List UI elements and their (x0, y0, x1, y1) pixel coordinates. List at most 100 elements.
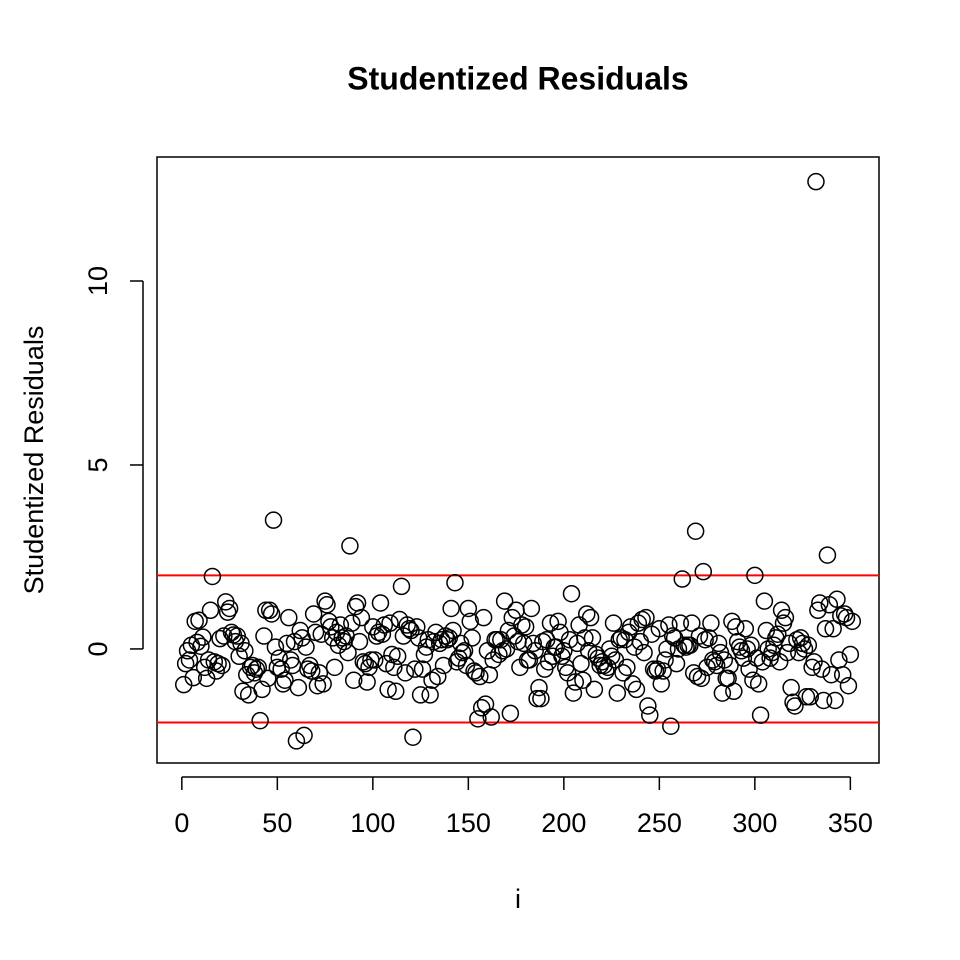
point (656, 651, 674, 669)
point (532, 689, 550, 708)
point (650, 619, 669, 638)
point (833, 665, 852, 684)
point (726, 618, 745, 636)
point (644, 660, 663, 678)
point (583, 629, 602, 647)
point (346, 597, 365, 616)
point (513, 616, 531, 634)
point (444, 621, 462, 640)
point (408, 618, 426, 636)
point (696, 630, 714, 649)
point (396, 664, 415, 682)
point (675, 636, 693, 655)
point (578, 605, 596, 623)
point (555, 642, 573, 660)
point (459, 599, 478, 618)
point (618, 658, 636, 677)
point (406, 660, 424, 678)
point (304, 605, 323, 623)
point (385, 658, 403, 677)
point (174, 675, 193, 694)
point (413, 660, 432, 678)
point (352, 608, 371, 627)
point (748, 649, 766, 667)
point (302, 662, 321, 680)
point (677, 638, 695, 656)
plot-frame (156, 156, 880, 764)
point (549, 612, 567, 631)
point (826, 691, 844, 710)
point (776, 608, 795, 627)
point (749, 675, 768, 693)
point (734, 649, 753, 667)
point (188, 633, 206, 652)
point (837, 608, 856, 627)
point (400, 619, 418, 638)
point (841, 645, 860, 664)
point (576, 629, 594, 647)
point (602, 647, 621, 666)
point (297, 638, 315, 656)
point (641, 706, 659, 724)
point (530, 678, 548, 697)
point (574, 671, 592, 689)
point (814, 691, 833, 710)
point (484, 651, 502, 669)
point (639, 697, 657, 715)
point (673, 570, 692, 588)
point (715, 651, 734, 669)
point (585, 680, 604, 699)
point (339, 643, 357, 662)
y-tick-label: 10 (83, 266, 113, 296)
point (255, 627, 273, 645)
point (786, 697, 804, 715)
point (259, 669, 277, 688)
point (778, 643, 797, 662)
point (635, 643, 653, 662)
point (333, 629, 352, 647)
point (702, 614, 720, 632)
point (230, 647, 248, 666)
point (251, 711, 269, 730)
point (828, 590, 846, 609)
point (184, 668, 203, 687)
point (572, 654, 590, 673)
point (429, 667, 447, 686)
point (608, 684, 627, 702)
point (488, 630, 506, 649)
point (541, 614, 560, 632)
x-tick-label: 50 (262, 808, 292, 838)
point (746, 566, 764, 585)
y-tick-label: 0 (83, 641, 113, 656)
point (522, 599, 541, 618)
point (411, 686, 430, 704)
point (318, 596, 336, 614)
point (780, 634, 798, 653)
y-axis-label: Studentized Residuals (19, 326, 49, 595)
point (276, 671, 294, 689)
point (495, 592, 514, 610)
point (694, 562, 713, 581)
point (356, 654, 374, 673)
point (755, 592, 774, 610)
point (215, 627, 233, 645)
point (467, 664, 485, 682)
point (432, 630, 451, 649)
point (278, 634, 296, 653)
point (192, 637, 210, 656)
point (633, 610, 651, 629)
point (709, 634, 728, 653)
point (736, 619, 755, 638)
point (683, 614, 701, 632)
point (325, 658, 344, 677)
point (654, 662, 672, 680)
point (593, 653, 611, 671)
point (398, 616, 416, 634)
point (249, 658, 267, 677)
point (469, 710, 487, 728)
x-tick-label: 200 (541, 808, 586, 838)
point (442, 599, 460, 618)
point (591, 656, 609, 675)
point (690, 627, 709, 645)
